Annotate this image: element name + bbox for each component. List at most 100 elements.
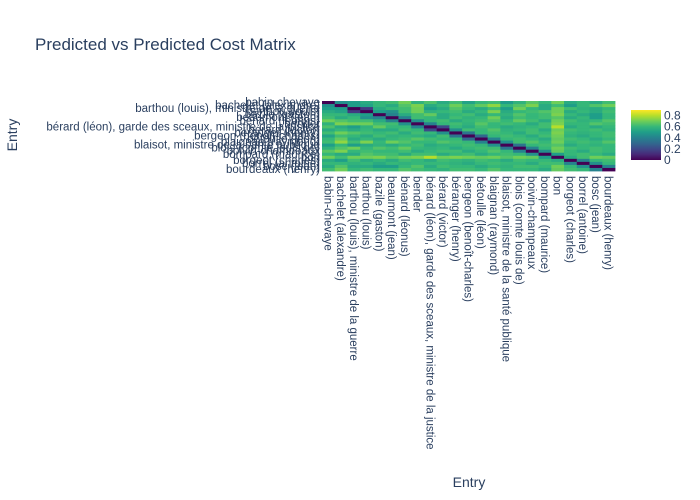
heatmap-cell [436, 146, 450, 151]
y-tick-label: borrel (antoine) [242, 158, 320, 170]
heatmap-cell [411, 167, 425, 172]
colorbar-tick-label: 0.2 [664, 142, 681, 156]
heatmap-cell [551, 128, 565, 132]
heatmap-cell [589, 167, 603, 172]
heatmap-cell [474, 125, 489, 129]
heatmap-cell [513, 128, 527, 132]
x-tick-label: borgeot (charles) [563, 176, 575, 263]
heatmap-cell [436, 131, 450, 135]
heatmap-cell [385, 149, 399, 154]
heatmap-cell [372, 146, 387, 151]
heatmap-cell [385, 146, 399, 151]
heatmap-cell [372, 113, 387, 117]
heatmap-cell [360, 128, 374, 132]
heatmap-cell [385, 128, 399, 132]
heatmap-cell [551, 167, 565, 172]
heatmap-cell [487, 158, 501, 163]
heatmap-cell [347, 110, 361, 114]
heatmap-cell [551, 131, 565, 135]
x-tick-label: blois (comte louis de) [512, 176, 524, 285]
heatmap-cell [576, 134, 590, 138]
heatmap-cell [423, 131, 438, 135]
heatmap-cell [436, 110, 450, 114]
heatmap-cell [334, 149, 348, 154]
heatmap-cell [525, 137, 539, 141]
heatmap-cell [360, 161, 374, 166]
heatmap-cell [513, 110, 527, 114]
heatmap-cell [513, 140, 527, 145]
heatmap-cell [372, 143, 387, 148]
heatmap-cell [474, 122, 489, 126]
heatmap-cell [525, 131, 539, 135]
y-tick-label: bérard (léon), garde des sceaux, ministr… [46, 121, 320, 133]
heatmap-cell [500, 134, 514, 138]
heatmap-cell [602, 140, 616, 145]
heatmap-cell [589, 137, 603, 141]
heatmap-cell [564, 155, 578, 160]
heatmap-cell [576, 101, 590, 105]
heatmap-cell [602, 101, 616, 105]
heatmap-cell [322, 128, 336, 132]
heatmap-cell [436, 149, 450, 154]
heatmap-cell [589, 155, 603, 160]
heatmap-cell [347, 125, 361, 129]
heatmap-cell [474, 131, 489, 135]
heatmap-cell [589, 116, 603, 120]
heatmap-cell [538, 128, 552, 132]
heatmap-cell [589, 164, 603, 169]
heatmap-cell [602, 116, 616, 120]
colorbar-tick-label: 0.8 [664, 109, 681, 123]
heatmap-cell [487, 128, 501, 132]
heatmap-cell [322, 167, 336, 172]
heatmap-cell [564, 116, 578, 120]
heatmap-cell [347, 131, 361, 135]
heatmap-cell [538, 146, 552, 151]
heatmap-cell [551, 101, 565, 105]
y-tick-label: bourdeaux (henry) [226, 164, 320, 176]
heatmap-cell [513, 152, 527, 157]
heatmap-cell [423, 104, 438, 108]
heatmap-cell [525, 122, 539, 126]
heatmap-cell [322, 140, 336, 145]
heatmap-cell [576, 161, 590, 166]
heatmap-cell [347, 164, 361, 169]
chart-title: Predicted vs Predicted Cost Matrix [35, 35, 296, 54]
heatmap-cell [487, 137, 501, 141]
heatmap-cell [347, 122, 361, 126]
heatmap-cell [538, 101, 552, 105]
heatmap-cell [500, 104, 514, 108]
x-tick-label: borrel (antoine) [576, 176, 588, 254]
heatmap-cell [449, 164, 463, 169]
y-tick-label: bazile (gaston) [245, 109, 321, 121]
heatmap-cell [347, 101, 361, 105]
heatmap-cell [525, 143, 539, 148]
heatmap-cell [372, 137, 387, 141]
x-tick-label: bourdeaux (henry) [602, 176, 614, 270]
heatmap-cell [500, 146, 514, 151]
heatmap-cell [385, 131, 399, 135]
heatmap-cell [513, 125, 527, 129]
heatmap-cell [500, 119, 514, 123]
heatmap-cell [487, 161, 501, 166]
heatmap-cell [602, 134, 616, 138]
heatmap-cell [513, 101, 527, 105]
heatmap-cell [398, 158, 412, 163]
heatmap-cell [347, 158, 361, 163]
heatmap-cell [602, 128, 616, 132]
heatmap-cell [322, 161, 336, 166]
heatmap-cell [576, 116, 590, 120]
heatmap-cell [525, 149, 539, 154]
heatmap-cell [602, 110, 616, 114]
heatmap-cell [360, 155, 374, 160]
heatmap-cell [564, 143, 578, 148]
heatmap-cell [474, 146, 489, 151]
heatmap-cell [462, 152, 476, 157]
heatmap-cell [423, 137, 438, 141]
heatmap-cell [449, 140, 463, 145]
heatmap-cell [398, 128, 412, 132]
heatmap-cell [487, 122, 501, 126]
y-tick-label: babin-chevaye [245, 97, 320, 109]
heatmap-cell [385, 143, 399, 148]
heatmap-cell [322, 137, 336, 141]
colorbar-ticks: 00.20.40.60.8 [664, 109, 681, 167]
